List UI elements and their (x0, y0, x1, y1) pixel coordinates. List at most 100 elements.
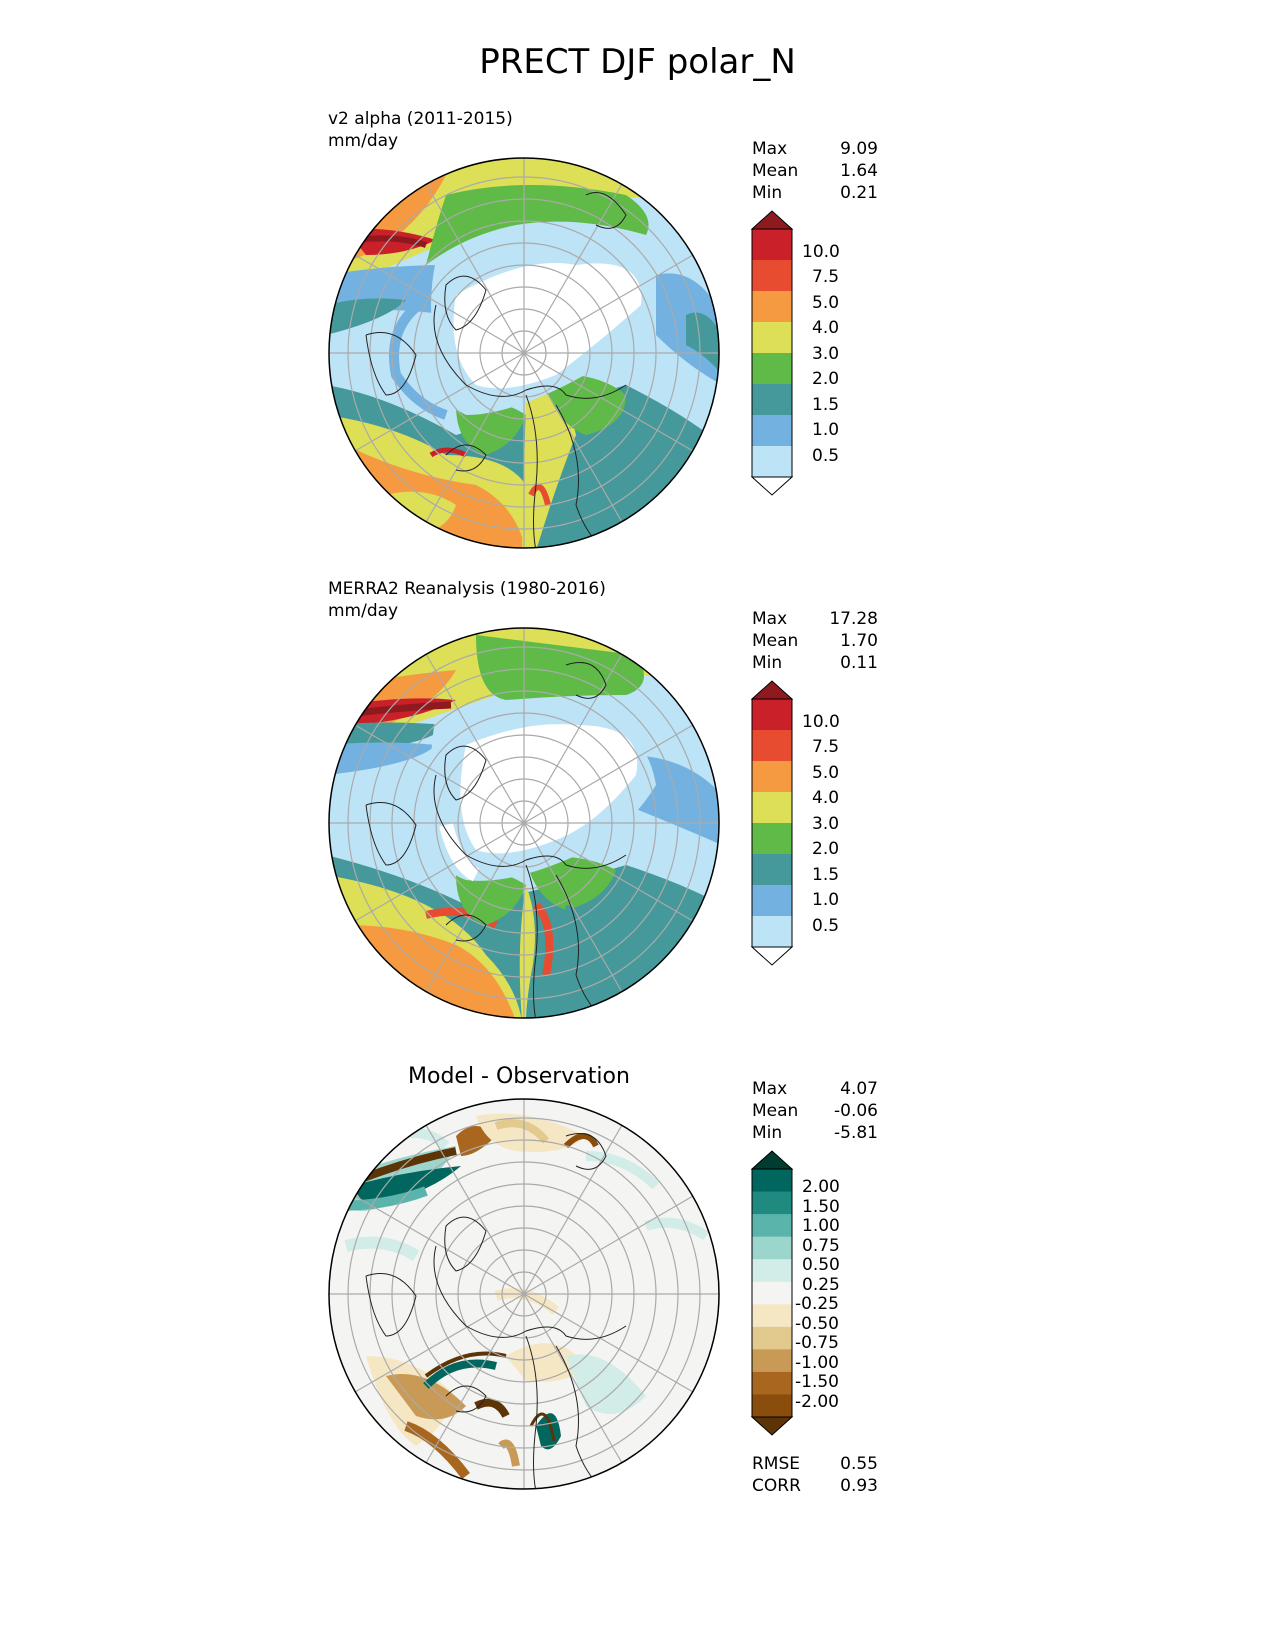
colorbar-extend-min (750, 1416, 794, 1436)
colorbar-swatch (752, 260, 792, 292)
stat-value: 0.21 (840, 183, 878, 203)
colorbar-tick: 0.5 (812, 916, 840, 936)
colorbar-swatch (752, 1214, 792, 1238)
stat-value: 0.11 (840, 653, 878, 673)
colorbar-tick: 1.5 (812, 865, 840, 885)
colorbar-swatch (752, 415, 792, 447)
figure-title: PRECT DJF polar_N (479, 42, 796, 82)
colorbar-swatch (752, 1191, 792, 1215)
colorbar-swatch (752, 1236, 792, 1260)
panel2-name: MERRA2 Reanalysis (1980-2016) (328, 579, 606, 599)
colorbar-swatch (752, 730, 792, 762)
colorbar-swatch (752, 322, 792, 354)
colorbar-extend-max (750, 680, 794, 700)
colorbar-extend-min (750, 946, 794, 966)
colorbar-tick: 10.0 (802, 712, 840, 732)
panel3-title: Model - Observation (408, 1064, 630, 1089)
panel3-metrics: RMSE 0.55 CORR 0.93 (752, 1453, 878, 1497)
colorbar-tick: 5.0 (812, 763, 840, 783)
stat-label: Max (752, 609, 788, 629)
colorbar-swatch (752, 229, 792, 261)
colorbar-tick: 2.0 (812, 839, 840, 859)
stat-label: Min (752, 1123, 783, 1143)
colorbar-tick: 10.0 (802, 242, 840, 262)
colorbar-tick: 1.0 (812, 890, 840, 910)
stat-value: 9.09 (840, 139, 878, 159)
stat-value: -0.06 (834, 1101, 878, 1121)
panel2-colorbar (750, 680, 794, 966)
colorbar-tick: -1.00 (795, 1353, 839, 1373)
colorbar-swatch (752, 699, 792, 731)
panel2-title: MERRA2 Reanalysis (1980-2016) mm/day (328, 578, 606, 622)
colorbar-swatch (752, 353, 792, 385)
colorbar-swatch (752, 823, 792, 855)
panel1-stats: Max 9.09 Mean 1.64 Min 0.21 (752, 138, 878, 204)
stat-label: Mean (752, 161, 799, 181)
colorbar-tick: -0.25 (795, 1294, 839, 1314)
colorbar-swatch (752, 1169, 792, 1193)
stat-label: Max (752, 139, 788, 159)
colorbar-swatch (752, 854, 792, 886)
panel1-colorbar (750, 210, 794, 496)
panel2-units: mm/day (328, 601, 399, 621)
colorbar-tick: -0.50 (795, 1314, 839, 1334)
stat-value: 17.28 (829, 609, 878, 629)
colorbar-swatch (752, 1394, 792, 1418)
colorbar-tick: 1.00 (802, 1216, 840, 1236)
panel1-name: v2 alpha (2011-2015) (328, 109, 513, 129)
colorbar-tick: -1.50 (795, 1372, 839, 1392)
colorbar-tick: 0.50 (802, 1255, 840, 1275)
colorbar-tick: 7.5 (812, 267, 840, 287)
panel3-polar-map (328, 1098, 720, 1490)
colorbar-tick: 2.0 (812, 369, 840, 389)
stat-value: 1.64 (840, 161, 878, 181)
colorbar-tick: 7.5 (812, 737, 840, 757)
colorbar-tick: 3.0 (812, 814, 840, 834)
colorbar-swatch (752, 916, 792, 948)
colorbar-swatch (752, 1349, 792, 1373)
colorbar-tick: 2.00 (802, 1177, 840, 1197)
panel3-stats: Max 4.07 Mean -0.06 Min -5.81 (752, 1078, 878, 1144)
colorbar-outline (751, 228, 793, 478)
metric-label: CORR (752, 1476, 801, 1496)
metric-label: RMSE (752, 1454, 801, 1474)
colorbar-swatch (752, 885, 792, 917)
colorbar-outline (751, 1168, 793, 1418)
stat-value: 1.70 (840, 631, 878, 651)
panel2-polar-map (328, 627, 720, 1019)
colorbar-extend-max (750, 1150, 794, 1170)
colorbar-tick: 3.0 (812, 344, 840, 364)
colorbar-extend-min (750, 476, 794, 496)
colorbar-tick: 1.0 (812, 420, 840, 440)
panel1-title: v2 alpha (2011-2015) mm/day (328, 108, 513, 152)
metric-value: 0.55 (840, 1454, 878, 1474)
colorbar-tick: 0.75 (802, 1236, 840, 1256)
stat-label: Max (752, 1079, 788, 1099)
colorbar-tick: 0.5 (812, 446, 840, 466)
panel2-stats: Max 17.28 Mean 1.70 Min 0.11 (752, 608, 878, 674)
colorbar-swatch (752, 291, 792, 323)
colorbar-tick: 1.5 (812, 395, 840, 415)
stat-label: Mean (752, 631, 799, 651)
metric-value: 0.93 (840, 1476, 878, 1496)
colorbar-swatch (752, 446, 792, 478)
colorbar-swatch (752, 1259, 792, 1283)
colorbar-tick: 0.25 (802, 1275, 840, 1295)
stat-label: Min (752, 183, 783, 203)
colorbar-extend-max (750, 210, 794, 230)
colorbar-swatch (752, 1326, 792, 1350)
panel3-colorbar (750, 1150, 794, 1436)
stat-label: Min (752, 653, 783, 673)
colorbar-swatch (752, 1281, 792, 1305)
stat-value: 4.07 (840, 1079, 878, 1099)
colorbar-swatch (752, 792, 792, 824)
panel1-polar-map (328, 157, 720, 549)
colorbar-swatch (752, 761, 792, 793)
panel1-units: mm/day (328, 131, 399, 151)
colorbar-tick: 1.50 (802, 1197, 840, 1217)
colorbar-swatch (752, 384, 792, 416)
colorbar-tick: 5.0 (812, 293, 840, 313)
stat-label: Mean (752, 1101, 799, 1121)
colorbar-tick: -2.00 (795, 1392, 839, 1412)
colorbar-swatch (752, 1371, 792, 1395)
